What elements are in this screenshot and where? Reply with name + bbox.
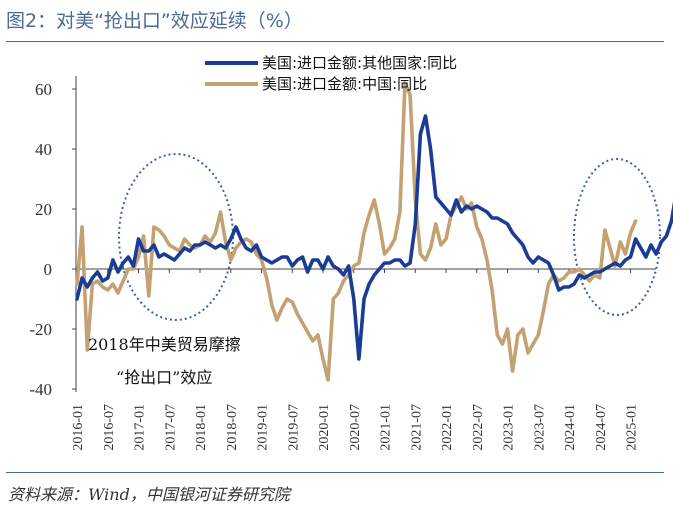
y-tick-label: 0 [44, 260, 53, 279]
source-divider [6, 472, 664, 473]
x-tick-label: 2025-01 [625, 404, 640, 451]
x-tick-label: 2016-07 [102, 404, 117, 451]
y-tick-label: 60 [35, 80, 52, 99]
line-chart: 60 40 20 0 -20 -40 2016-01 2016-07 2017-01 2017-0… [29, 54, 673, 451]
title-divider [6, 41, 664, 42]
figure-title: 图2：对美“抢出口”效应延续（%） [6, 10, 303, 32]
y-tick-label: -40 [29, 380, 52, 399]
ellipse-2025 [573, 158, 661, 316]
y-tick-label: 20 [35, 200, 52, 219]
x-tick-label: 2019-01 [256, 404, 271, 451]
annotations: 2018年中美贸易摩擦 “抢出口”效应 [88, 335, 241, 387]
x-tick-label: 2023-07 [532, 404, 547, 451]
ellipse-2018 [118, 153, 234, 321]
x-tick-label: 2017-01 [133, 404, 148, 451]
series-lines [75, 81, 673, 382]
highlight-ellipses [118, 153, 661, 321]
x-tick-label: 2021-07 [409, 404, 424, 451]
y-tick-label: 40 [35, 140, 52, 159]
series-line-0 [75, 114, 673, 361]
annotation-trade-friction: 2018年中美贸易摩擦 [88, 335, 241, 354]
x-tick-label: 2022-07 [471, 404, 486, 451]
x-tick-label: 2020-01 [317, 404, 332, 451]
annotation-front-loading: “抢出口”效应 [116, 368, 212, 387]
legend-label: 美国:进口金额:其他国家:同比 [262, 54, 457, 72]
y-tick-label: -20 [29, 320, 52, 339]
x-tick-label: 2020-07 [348, 404, 363, 451]
legend-label: 美国:进口金额:中国:同比 [262, 75, 427, 93]
x-tick-label: 2017-07 [163, 404, 178, 451]
x-tick-label: 2023-01 [502, 404, 517, 451]
x-tick-label: 2018-01 [194, 404, 209, 451]
axes: 60 40 20 0 -20 -40 2016-01 2016-07 2017-01 2017-0… [29, 76, 656, 451]
x-tick-label: 2019-07 [286, 404, 301, 451]
source-note: 资料来源：Wind，中国银河证券研究院 [8, 485, 290, 504]
x-tick-label: 2021-01 [379, 404, 394, 451]
x-tick-label: 2018-07 [225, 404, 240, 451]
x-tick-label: 2024-01 [563, 404, 578, 451]
x-tick-label: 2022-01 [440, 404, 455, 451]
x-tick-label: 2016-01 [71, 404, 86, 451]
series-line-1 [75, 81, 638, 382]
x-tick-label: 2024-07 [594, 404, 609, 451]
